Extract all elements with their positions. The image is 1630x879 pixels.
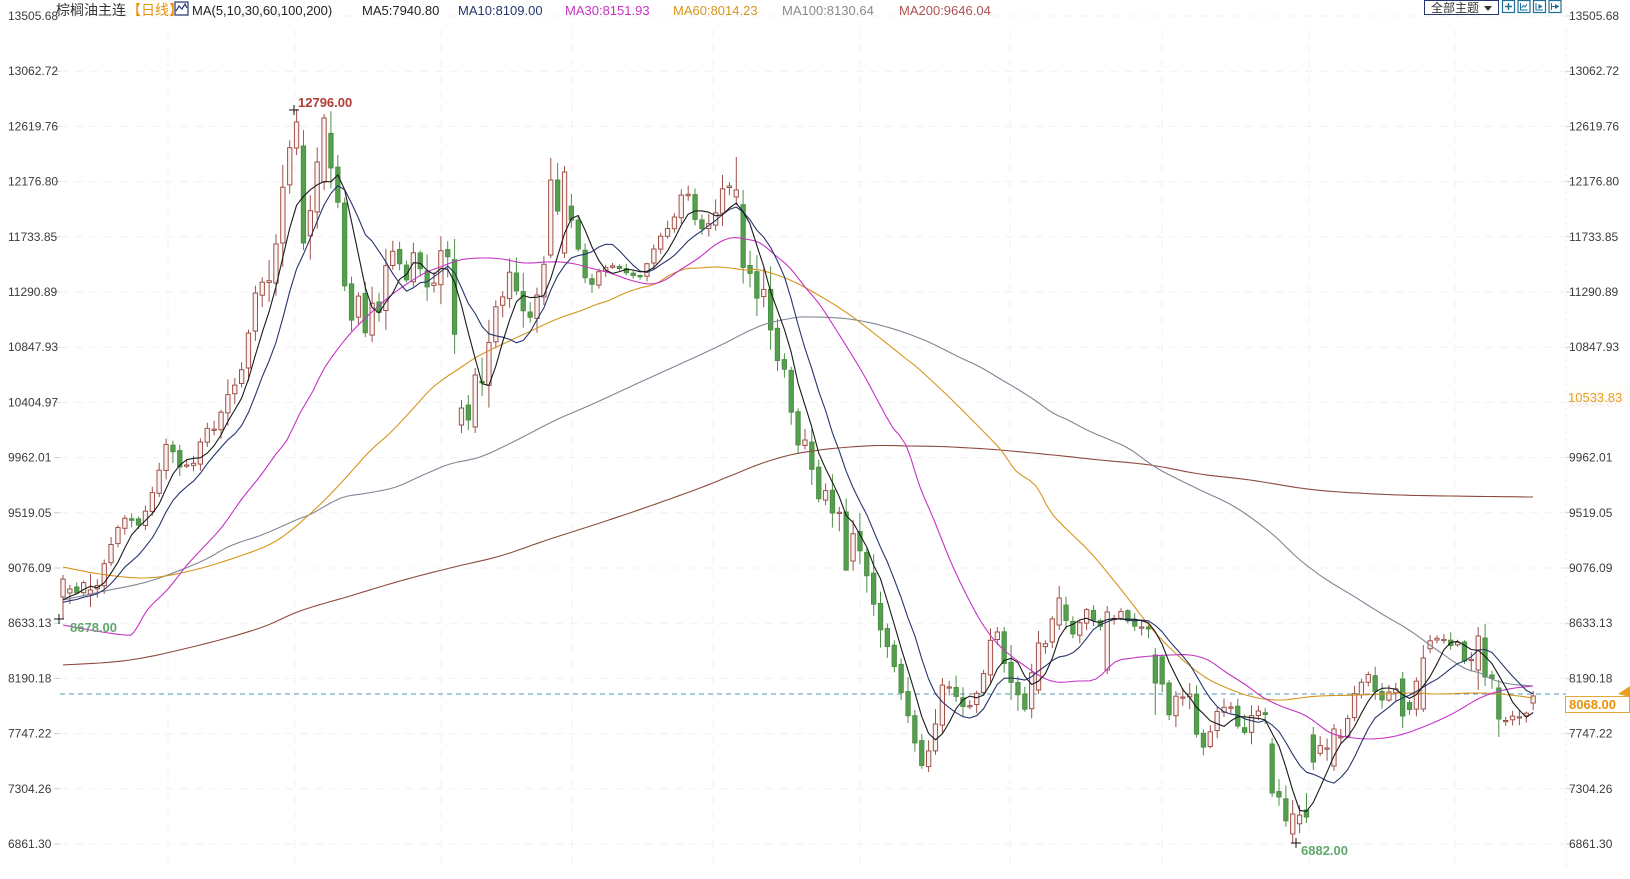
svg-text:7304.26: 7304.26 (8, 782, 52, 796)
svg-text:11733.85: 11733.85 (8, 230, 57, 244)
svg-text:【日线】: 【日线】 (127, 2, 183, 18)
svg-text:MA30:8151.93: MA30:8151.93 (565, 3, 650, 18)
svg-text:8633.13: 8633.13 (1569, 616, 1613, 630)
svg-text:8190.18: 8190.18 (8, 671, 52, 685)
svg-text:MA(5,10,30,60,100,200): MA(5,10,30,60,100,200) (192, 3, 332, 18)
svg-text:9519.05: 9519.05 (8, 506, 52, 520)
svg-text:10533.83: 10533.83 (1568, 390, 1622, 405)
svg-text:10847.93: 10847.93 (1569, 340, 1619, 354)
svg-text:MA10:8109.00: MA10:8109.00 (458, 3, 543, 18)
svg-text:10847.93: 10847.93 (8, 340, 58, 354)
svg-text:全部主题: 全部主题 (1431, 0, 1479, 15)
svg-text:12619.76: 12619.76 (8, 119, 58, 133)
svg-text:9076.09: 9076.09 (8, 561, 52, 575)
svg-text:8068.00: 8068.00 (1569, 697, 1616, 712)
svg-text:棕榈油主连: 棕榈油主连 (56, 2, 126, 18)
svg-text:9076.09: 9076.09 (1569, 561, 1613, 575)
svg-text:8678.00: 8678.00 (70, 620, 117, 635)
svg-text:12796.00: 12796.00 (298, 95, 352, 110)
svg-text:7747.22: 7747.22 (1569, 727, 1613, 741)
svg-text:6861.30: 6861.30 (1569, 837, 1613, 851)
svg-text:11290.89: 11290.89 (8, 285, 57, 299)
svg-text:11733.85: 11733.85 (1569, 230, 1618, 244)
svg-text:MA5:7940.80: MA5:7940.80 (362, 3, 439, 18)
svg-text:13062.72: 13062.72 (8, 64, 58, 78)
svg-text:12176.80: 12176.80 (8, 175, 58, 189)
svg-text:11290.89: 11290.89 (1569, 285, 1618, 299)
svg-text:9962.01: 9962.01 (1569, 451, 1613, 465)
svg-text:MA60:8014.23: MA60:8014.23 (673, 3, 758, 18)
svg-text:MA100:8130.64: MA100:8130.64 (782, 3, 874, 18)
svg-text:8190.18: 8190.18 (1569, 671, 1613, 685)
svg-text:12619.76: 12619.76 (1569, 119, 1619, 133)
svg-text:6861.30: 6861.30 (8, 837, 52, 851)
svg-text:13505.68: 13505.68 (8, 9, 58, 23)
svg-text:12176.80: 12176.80 (1569, 175, 1619, 189)
svg-text:13062.72: 13062.72 (1569, 64, 1619, 78)
svg-text:6882.00: 6882.00 (1301, 843, 1348, 858)
svg-text:7747.22: 7747.22 (8, 727, 52, 741)
svg-text:MA200:9646.04: MA200:9646.04 (899, 3, 991, 18)
svg-text:7304.26: 7304.26 (1569, 782, 1613, 796)
svg-text:13505.68: 13505.68 (1569, 9, 1619, 23)
svg-text:9519.05: 9519.05 (1569, 506, 1613, 520)
svg-text:10404.97: 10404.97 (8, 395, 58, 409)
svg-text:9962.01: 9962.01 (8, 451, 52, 465)
svg-text:8633.13: 8633.13 (8, 616, 52, 630)
